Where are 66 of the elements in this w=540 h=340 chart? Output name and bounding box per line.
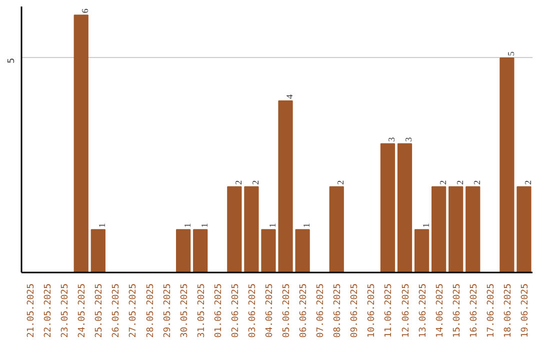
x-tick-label: 01.06.2025 [214, 283, 224, 338]
x-tick-label: 28.05.2025 [146, 283, 156, 338]
bar [500, 57, 514, 272]
data-label: 2 [233, 180, 244, 185]
bar [74, 14, 88, 272]
x-tick-label: 30.05.2025 [180, 283, 190, 338]
x-tick-label: 13.06.2025 [418, 283, 428, 338]
data-label: 2 [336, 180, 346, 185]
x-tick-label: 26.05.2025 [112, 283, 122, 338]
x-tick-label: 05.06.2025 [282, 283, 292, 338]
x-tick-label: 02.06.2025 [230, 283, 241, 338]
x-tick-label: 19.06.2025 [520, 283, 530, 338]
x-tick-label: 03.06.2025 [248, 283, 258, 338]
data-label: 3 [386, 136, 397, 142]
x-tick-label: 21.05.2025 [26, 283, 37, 338]
bar [261, 229, 276, 272]
x-tick-label: 11.06.2025 [384, 283, 394, 338]
bar [516, 186, 532, 272]
data-label: 1 [302, 223, 312, 228]
bar [466, 186, 480, 272]
x-tick-label: 07.06.2025 [316, 283, 326, 338]
x-tick-label: 22.05.2025 [44, 283, 54, 338]
data-label: 1 [199, 223, 210, 228]
bar [295, 229, 310, 272]
data-label: 2 [522, 180, 533, 185]
x-tick-label: 16.06.2025 [469, 283, 480, 338]
x-tick-label: 10.06.2025 [367, 283, 378, 338]
bar [448, 186, 464, 272]
bar [278, 100, 293, 272]
bar [227, 186, 242, 272]
data-label: 1 [182, 223, 192, 228]
x-tick-label: 14.06.2025 [435, 283, 446, 338]
x-tick-label: 04.06.2025 [264, 283, 275, 338]
x-tick-label: 24.05.2025 [78, 283, 88, 338]
data-label: 4 [284, 94, 295, 99]
x-tick-label: 15.06.2025 [452, 283, 462, 338]
x-tick-label: 08.06.2025 [333, 283, 344, 338]
x-tick-label: 29.05.2025 [162, 283, 173, 338]
x-tick-label: 09.06.2025 [350, 283, 360, 338]
data-label: 2 [438, 180, 448, 185]
data-label: 2 [454, 180, 465, 185]
data-label: 6 [80, 8, 90, 14]
x-tick-label: 12.06.2025 [401, 283, 412, 338]
bar [397, 143, 412, 272]
data-label: 2 [250, 180, 260, 185]
data-label: 3 [404, 136, 414, 142]
data-label: 1 [420, 223, 431, 228]
x-tick-label: 31.05.2025 [196, 283, 207, 338]
data-label: 1 [267, 223, 278, 228]
bar [90, 229, 106, 272]
x-tick-label: 17.06.2025 [486, 283, 496, 338]
data-label: 1 [97, 223, 108, 228]
data-label: 5 [506, 50, 516, 56]
data-label: 2 [472, 180, 482, 185]
x-tick-label: 27.05.2025 [128, 283, 139, 338]
bar [193, 229, 208, 272]
x-tick-label: 06.06.2025 [299, 283, 310, 338]
bar [176, 229, 191, 272]
x-tick-label: 18.06.2025 [503, 283, 514, 338]
x-tick-label: 25.05.2025 [94, 283, 105, 338]
bar [244, 186, 259, 272]
x-tick-label: 23.05.2025 [60, 283, 71, 338]
bar [329, 186, 344, 272]
bar [380, 143, 396, 272]
bar [414, 229, 430, 272]
bar [432, 186, 446, 272]
